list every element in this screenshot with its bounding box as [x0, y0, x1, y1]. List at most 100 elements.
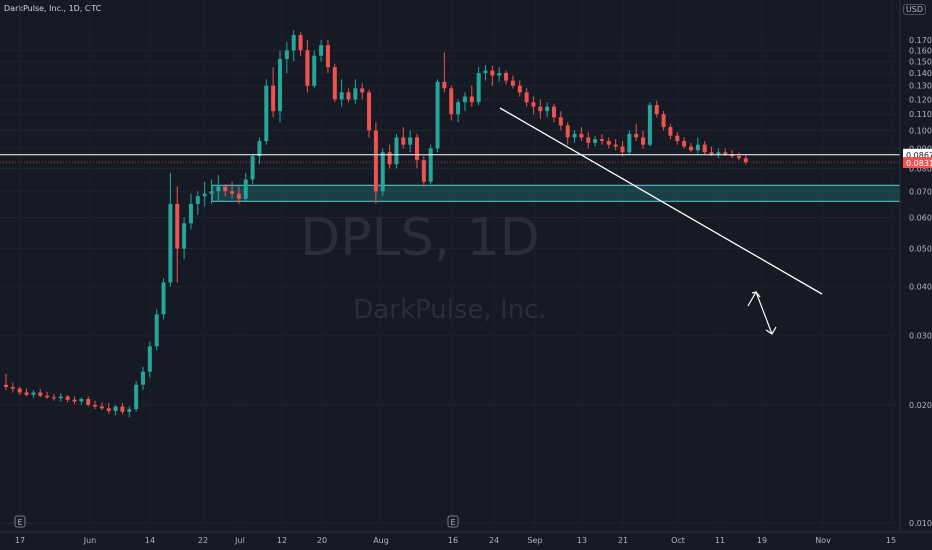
- candle-body: [31, 392, 36, 395]
- candle-body: [339, 92, 344, 100]
- candle: [4, 373, 8, 391]
- candle-body: [654, 105, 659, 115]
- candle-body: [58, 396, 63, 399]
- candle-body: [373, 130, 378, 192]
- candle-body: [141, 371, 145, 385]
- x-tick-label: 12: [277, 536, 287, 545]
- candle-body: [408, 137, 413, 145]
- candle-body: [120, 406, 125, 412]
- candle-body: [428, 148, 433, 182]
- x-tick-label: 22: [198, 536, 208, 545]
- candle-body: [38, 392, 43, 396]
- candle-body: [346, 92, 351, 100]
- candle-body: [332, 67, 337, 100]
- candle: [38, 389, 43, 398]
- candle-body: [620, 146, 625, 153]
- candle-body: [456, 102, 461, 115]
- candle: [531, 96, 536, 115]
- x-tick-label: Jul: [234, 536, 245, 545]
- candle-body: [99, 406, 104, 409]
- candle: [250, 154, 255, 185]
- candle-body: [387, 152, 392, 165]
- candle: [579, 127, 584, 142]
- candle: [716, 148, 721, 159]
- drawings[interactable]: [0, 107, 900, 335]
- candle: [442, 52, 447, 93]
- candle-body: [675, 135, 680, 142]
- x-tick-label: Jun: [83, 536, 97, 545]
- candle: [141, 366, 145, 391]
- candle-body: [510, 80, 515, 86]
- candle: [161, 278, 166, 320]
- candle: [510, 75, 515, 89]
- candle: [106, 403, 111, 414]
- candle: [332, 63, 337, 103]
- candle-body: [531, 102, 536, 107]
- candle: [675, 132, 680, 145]
- candle-body: [271, 85, 276, 112]
- candle: [517, 80, 522, 97]
- candle-body: [243, 179, 248, 199]
- candle: [31, 390, 36, 399]
- candle: [428, 144, 433, 185]
- candle: [606, 137, 611, 149]
- candle-body: [147, 346, 152, 372]
- x-tick-label: 11: [715, 536, 725, 545]
- candle-body: [250, 156, 255, 180]
- x-tick-label: Oct: [671, 536, 685, 545]
- candle: [79, 397, 84, 405]
- candle-body: [695, 144, 700, 151]
- candle: [209, 179, 214, 204]
- candle-body: [702, 144, 707, 153]
- candle: [456, 99, 461, 123]
- candle-body: [106, 408, 111, 411]
- candle: [469, 85, 474, 107]
- candle: [188, 193, 193, 230]
- candle-body: [497, 73, 502, 76]
- currency-button[interactable]: USD: [902, 4, 926, 15]
- candle-body: [579, 133, 584, 138]
- candle: [435, 79, 440, 153]
- candle: [421, 156, 426, 187]
- candle-body: [360, 88, 365, 93]
- candle: [415, 133, 419, 169]
- candle: [353, 79, 358, 104]
- candle-body: [24, 392, 29, 395]
- candle: [17, 386, 22, 395]
- candle-body: [195, 196, 200, 204]
- candle: [346, 88, 351, 103]
- candle-body: [291, 35, 296, 51]
- support-zone[interactable]: [211, 184, 901, 202]
- candle-body: [442, 81, 447, 89]
- candle-body: [449, 88, 454, 115]
- candle-body: [319, 45, 324, 56]
- candle: [490, 65, 495, 86]
- candle-body: [647, 105, 652, 145]
- trendline: [499, 107, 823, 295]
- candle-body: [504, 73, 509, 81]
- x-tick-label: 20: [317, 536, 327, 545]
- candle: [291, 30, 296, 62]
- candle-body: [586, 137, 591, 143]
- candle: [743, 154, 748, 165]
- candle: [641, 130, 646, 149]
- x-tick-label: 19: [757, 536, 767, 545]
- candle: [572, 130, 577, 143]
- candle-body: [593, 139, 598, 143]
- candle: [504, 70, 509, 85]
- arrow-head-up: [751, 291, 761, 298]
- candle: [168, 172, 173, 287]
- candle: [216, 175, 221, 202]
- time-axis[interactable]: 17 Jun 14 22 Jul 12 20 Aug 16 24 Sep 13 21 Oct 11 19 Nov…: [0, 531, 932, 545]
- arrow-head-down: [765, 326, 777, 335]
- candle-body: [236, 193, 241, 199]
- candle-body: [278, 59, 282, 112]
- candle: [483, 64, 488, 81]
- candle-body: [490, 70, 495, 76]
